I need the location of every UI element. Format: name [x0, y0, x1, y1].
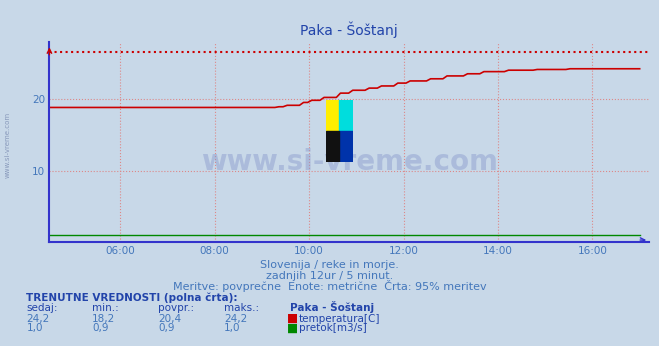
- Text: maks.:: maks.:: [224, 303, 259, 313]
- Text: www.si-vreme.com: www.si-vreme.com: [201, 148, 498, 176]
- Text: 1,0: 1,0: [26, 324, 43, 334]
- Bar: [326, 131, 339, 162]
- Text: povpr.:: povpr.:: [158, 303, 194, 313]
- Text: 18,2: 18,2: [92, 314, 115, 324]
- Text: 20,4: 20,4: [158, 314, 181, 324]
- Bar: [326, 100, 339, 131]
- Text: ■: ■: [287, 321, 298, 335]
- Bar: [339, 131, 353, 162]
- Text: 0,9: 0,9: [158, 324, 175, 334]
- Text: temperatura[C]: temperatura[C]: [299, 314, 380, 324]
- Text: 24,2: 24,2: [26, 314, 49, 324]
- Text: ■: ■: [287, 312, 298, 325]
- Text: 1,0: 1,0: [224, 324, 241, 334]
- Text: www.si-vreme.com: www.si-vreme.com: [5, 112, 11, 179]
- Bar: [339, 100, 353, 131]
- Text: sedaj:: sedaj:: [26, 303, 58, 313]
- Text: 0,9: 0,9: [92, 324, 109, 334]
- Text: Meritve: povprečne  Enote: metrične  Črta: 95% meritev: Meritve: povprečne Enote: metrične Črta:…: [173, 280, 486, 292]
- Text: Paka - Šoštanj: Paka - Šoštanj: [290, 301, 374, 313]
- Text: 24,2: 24,2: [224, 314, 247, 324]
- Text: TRENUTNE VREDNOSTI (polna črta):: TRENUTNE VREDNOSTI (polna črta):: [26, 292, 238, 303]
- Text: zadnjih 12ur / 5 minut.: zadnjih 12ur / 5 minut.: [266, 271, 393, 281]
- Text: Slovenija / reke in morje.: Slovenija / reke in morje.: [260, 260, 399, 270]
- Title: Paka - Šoštanj: Paka - Šoštanj: [301, 21, 398, 38]
- Text: min.:: min.:: [92, 303, 119, 313]
- Text: pretok[m3/s]: pretok[m3/s]: [299, 324, 366, 334]
